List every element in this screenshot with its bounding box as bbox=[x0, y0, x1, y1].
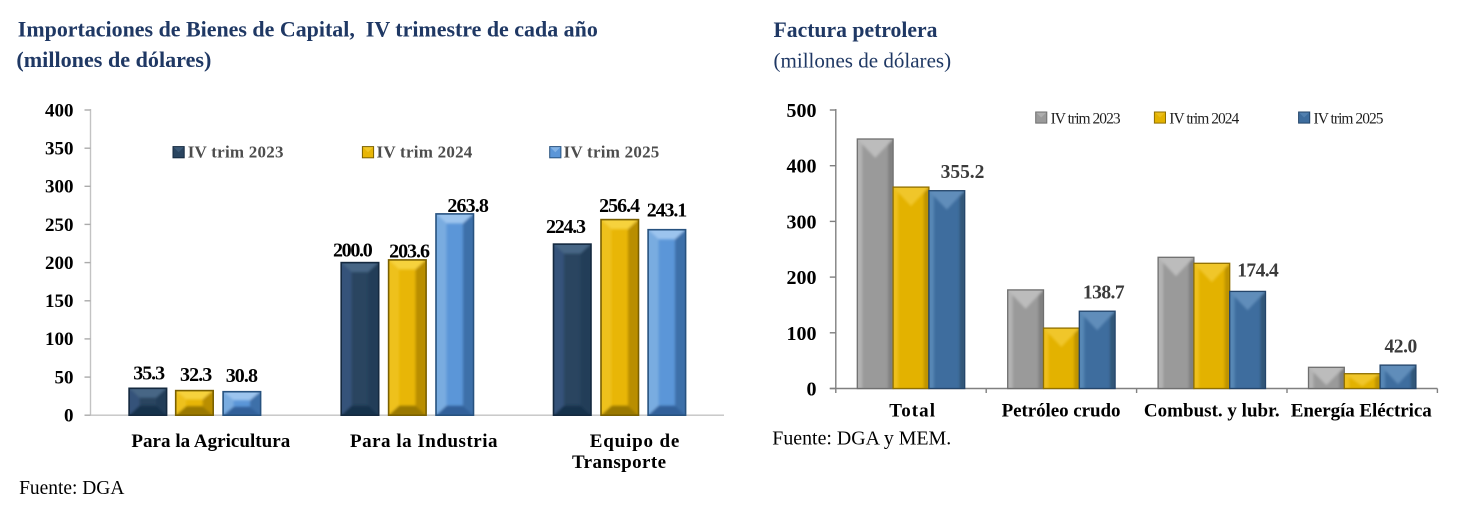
svg-text:400: 400 bbox=[787, 156, 817, 178]
svg-text:Transporte: Transporte bbox=[572, 452, 666, 473]
svg-text:150: 150 bbox=[45, 291, 74, 312]
svg-text:350: 350 bbox=[45, 139, 74, 160]
svg-text:Petróleo crudo: Petróleo crudo bbox=[1002, 401, 1121, 422]
svg-text:IV trim 2025: IV trim 2025 bbox=[1314, 111, 1384, 128]
svg-text:IV trim 2024: IV trim 2024 bbox=[1169, 111, 1239, 128]
svg-text:0: 0 bbox=[807, 379, 817, 401]
svg-text:30.8: 30.8 bbox=[226, 365, 258, 387]
svg-text:32.3: 32.3 bbox=[180, 364, 212, 386]
svg-text:203.6: 203.6 bbox=[389, 241, 430, 263]
svg-text:200: 200 bbox=[45, 253, 74, 274]
svg-text:Energía Eléctrica: Energía Eléctrica bbox=[1291, 401, 1432, 422]
svg-text:Importaciones de Bienes de Cap: Importaciones de Bienes de Capital, IV t… bbox=[18, 17, 598, 42]
svg-text:200.0: 200.0 bbox=[333, 240, 373, 262]
svg-text:Para la Agricultura: Para la Agricultura bbox=[131, 431, 290, 452]
svg-text:IV trim 2024: IV trim 2024 bbox=[377, 143, 473, 162]
svg-text:IV trim 2023: IV trim 2023 bbox=[1051, 111, 1121, 128]
svg-text:256.4: 256.4 bbox=[599, 195, 640, 217]
svg-text:500: 500 bbox=[787, 100, 817, 122]
svg-text:300: 300 bbox=[787, 211, 817, 233]
svg-text:(millones de dólares): (millones de dólares) bbox=[774, 49, 952, 73]
svg-text:Total: Total bbox=[889, 401, 935, 422]
svg-text:Fuente: DGA y MEM.: Fuente: DGA y MEM. bbox=[772, 429, 951, 450]
svg-text:224.3: 224.3 bbox=[546, 216, 586, 238]
svg-text:42.0: 42.0 bbox=[1385, 336, 1418, 357]
svg-text:100: 100 bbox=[45, 329, 74, 350]
svg-text:Factura petrolera: Factura petrolera bbox=[774, 17, 938, 42]
svg-text:355.2: 355.2 bbox=[941, 162, 985, 183]
svg-text:Fuente: DGA: Fuente: DGA bbox=[19, 478, 124, 499]
svg-text:263.8: 263.8 bbox=[447, 195, 489, 217]
svg-text:IV trim 2023: IV trim 2023 bbox=[188, 143, 284, 162]
svg-text:0: 0 bbox=[64, 406, 74, 427]
svg-text:IV trim 2025: IV trim 2025 bbox=[564, 143, 660, 162]
svg-text:(millones de dólares): (millones de dólares) bbox=[16, 47, 211, 72]
svg-text:250: 250 bbox=[45, 215, 74, 236]
svg-text:300: 300 bbox=[45, 177, 74, 198]
svg-text:138.7: 138.7 bbox=[1083, 283, 1125, 304]
svg-text:Para la Industria: Para la Industria bbox=[350, 431, 498, 452]
svg-text:Combust. y lubr.: Combust. y lubr. bbox=[1144, 401, 1280, 422]
svg-text:100: 100 bbox=[787, 323, 817, 345]
svg-text:50: 50 bbox=[55, 367, 74, 388]
svg-text:174.4: 174.4 bbox=[1237, 260, 1279, 281]
svg-text:200: 200 bbox=[787, 267, 817, 289]
svg-text:243.1: 243.1 bbox=[647, 199, 688, 221]
svg-text:400: 400 bbox=[45, 100, 74, 121]
svg-text:Equipo de: Equipo de bbox=[590, 431, 680, 452]
svg-text:35.3: 35.3 bbox=[133, 363, 165, 385]
